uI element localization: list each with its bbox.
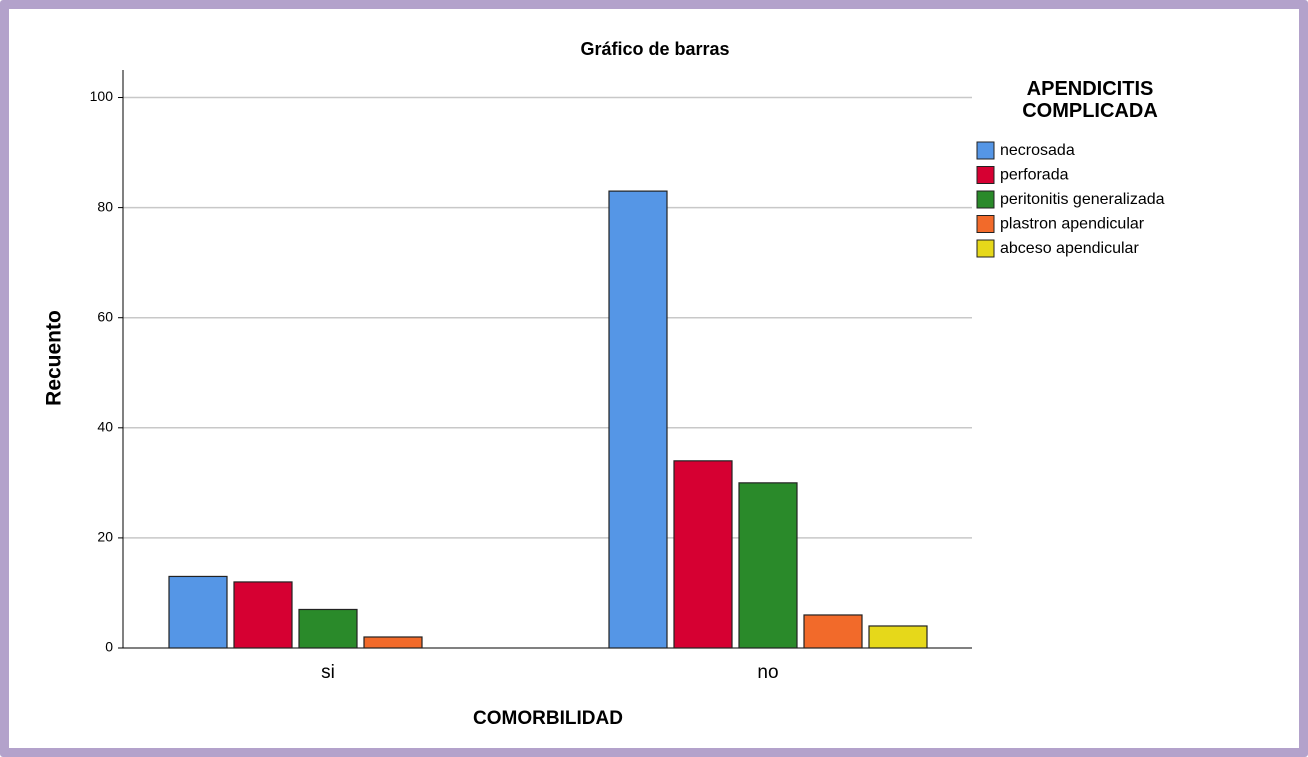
bar — [363, 636, 423, 649]
bar — [868, 625, 928, 649]
legend-label: perforada — [1000, 167, 1069, 184]
legend-label: plastron apendicular — [1000, 216, 1145, 233]
bar — [673, 460, 733, 649]
y-axis-label: Recuento — [43, 310, 66, 406]
y-tick-label: 0 — [105, 639, 113, 655]
y-tick-label: 20 — [97, 529, 113, 545]
y-tick-label: 40 — [97, 419, 113, 435]
bar — [803, 614, 863, 649]
y-tick-label: 100 — [90, 88, 114, 104]
legend-label: peritonitis generalizada — [1000, 191, 1165, 208]
x-axis-label: COMORBILIDAD — [473, 708, 623, 729]
legend-label: necrosada — [1000, 142, 1075, 159]
legend-title: APENDICITIS COMPLICADA — [1022, 78, 1158, 122]
bar — [298, 608, 358, 649]
x-tick-label: si — [321, 662, 335, 683]
x-tick-label: no — [757, 662, 778, 683]
bar — [608, 190, 668, 649]
y-tick-label: 80 — [97, 198, 113, 214]
legend-swatch — [976, 190, 995, 209]
legend-swatch — [976, 166, 995, 184]
bar — [233, 581, 293, 649]
chart-title: Gráfico de barras — [580, 39, 729, 59]
legend-swatch — [976, 215, 995, 233]
legend-swatch — [976, 141, 995, 160]
y-tick-label: 60 — [97, 308, 113, 324]
legend-swatch — [976, 239, 995, 258]
bar — [168, 575, 228, 649]
bar — [738, 482, 798, 649]
legend-label: abceso apendicular — [1000, 240, 1139, 257]
